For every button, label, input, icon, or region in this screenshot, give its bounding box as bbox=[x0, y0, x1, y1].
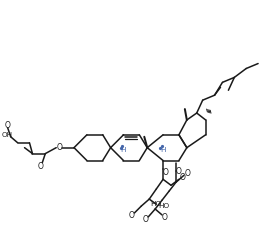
Text: HO: HO bbox=[151, 201, 162, 207]
Text: O: O bbox=[185, 169, 191, 178]
Text: O: O bbox=[161, 213, 167, 222]
Text: O: O bbox=[176, 167, 182, 176]
Text: HO: HO bbox=[159, 203, 170, 209]
Text: O: O bbox=[163, 168, 169, 177]
Text: O: O bbox=[142, 216, 148, 224]
Text: O: O bbox=[56, 143, 62, 152]
Text: O: O bbox=[128, 211, 134, 220]
Text: H: H bbox=[121, 147, 126, 153]
Text: O: O bbox=[37, 162, 43, 171]
Text: O: O bbox=[5, 122, 11, 130]
Text: OH: OH bbox=[2, 132, 13, 138]
Text: H: H bbox=[160, 147, 166, 153]
Text: O: O bbox=[180, 173, 186, 182]
